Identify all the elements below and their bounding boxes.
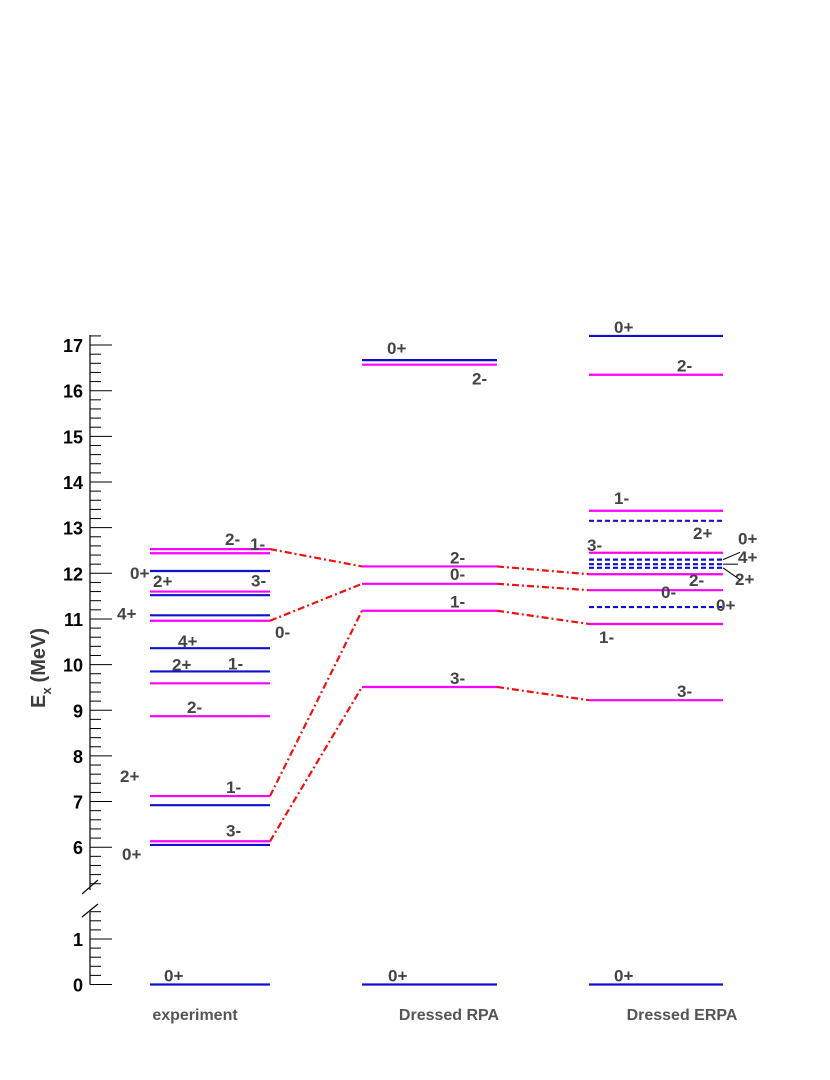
energy-levels (150, 334, 723, 986)
y-axis-title-subscript: x (39, 687, 54, 695)
level-label: 2- (677, 357, 692, 376)
level-label: 3- (226, 821, 241, 840)
column-label: Dressed ERPA (627, 1007, 738, 1024)
y-tick-label: 11 (64, 610, 83, 630)
y-tick-label: 13 (63, 519, 83, 539)
level-label: 2+ (120, 767, 139, 786)
level-label: 0+ (716, 596, 735, 615)
level-label: 2+ (693, 524, 712, 543)
y-tick-label: 8 (73, 747, 83, 767)
level-label: 4+ (178, 632, 197, 651)
level-label: 0+ (738, 530, 757, 549)
level-label: 0+ (122, 845, 141, 864)
level-label: 1- (614, 489, 629, 508)
y-tick-label: 16 (63, 382, 83, 402)
y-tick-label: 17 (63, 336, 83, 356)
level-label: 0+ (387, 339, 406, 358)
level-label: 2- (472, 370, 487, 389)
column-label: experiment (152, 1007, 238, 1024)
label-leader-line (722, 567, 741, 581)
level-label: 1- (228, 654, 243, 673)
level-label: 3- (677, 682, 692, 701)
connector-exp-rpa (269, 548, 363, 568)
connector-exp-rpa (269, 610, 363, 797)
y-tick-label: 1 (73, 930, 83, 950)
axis-break-mark-upper (81, 879, 99, 895)
connector-rpa-erpa (496, 565, 590, 576)
level-label: 1- (599, 628, 614, 647)
y-tick-label: 7 (73, 793, 83, 813)
level-label: 3- (450, 669, 465, 688)
level-labels: 0+ 0+ 3- 2+ 1- 2- 1- 2+ 4+ 0- 4+ 2+ 3- 0+ 1- 2- 0+ 3- 1- 0-… (117, 318, 757, 986)
level-label: 4+ (117, 604, 136, 623)
level-label: 4+ (738, 548, 757, 567)
y-axis-title-unit: (MeV) (28, 628, 50, 682)
level-label: 0+ (130, 564, 149, 583)
axis-break-mark-lower (81, 903, 99, 918)
level-label: 2+ (153, 572, 172, 591)
level-label: 0- (661, 583, 676, 602)
connector-exp-rpa (269, 582, 363, 622)
level-label: 2- (225, 530, 240, 549)
connector-rpa-erpa (496, 609, 590, 626)
y-tick-label: 12 (63, 564, 83, 584)
y-axis-title-main: E (28, 695, 50, 708)
y-tick-label: 6 (73, 838, 83, 858)
level-label: 3- (251, 572, 266, 591)
level-label: 0- (450, 565, 465, 584)
level-label: 1- (226, 778, 241, 797)
y-tick-label: 15 (63, 427, 83, 447)
level-label: 0+ (164, 967, 183, 986)
connector-lines (269, 548, 590, 842)
level-label: 2+ (172, 655, 191, 674)
connector-rpa-erpa (496, 582, 590, 592)
column-label: Dressed RPA (399, 1007, 500, 1024)
y-axis-title: Ex (MeV) (28, 628, 54, 708)
column-labels: experiment Dressed RPA Dressed ERPA (152, 1007, 738, 1024)
connector-rpa-erpa (496, 685, 590, 702)
level-label: 0- (275, 623, 290, 642)
y-tick-label: 9 (73, 701, 83, 721)
y-tick-label: 0 (73, 976, 83, 996)
y-tick-label: 10 (63, 656, 83, 676)
connector-exp-rpa (269, 686, 363, 842)
level-label: 1- (450, 593, 465, 612)
level-label: 3- (587, 536, 602, 555)
level-label: 2- (689, 571, 704, 590)
level-label: 2- (450, 548, 465, 567)
level-label: 2+ (735, 570, 754, 589)
level-label: 0+ (388, 967, 407, 986)
level-label: 0+ (614, 318, 633, 337)
level-label: 0+ (614, 967, 633, 986)
level-label: 1- (250, 535, 265, 554)
y-tick-label: 14 (63, 473, 83, 493)
level-label: 2- (187, 698, 202, 717)
label-leader-line (722, 551, 741, 561)
